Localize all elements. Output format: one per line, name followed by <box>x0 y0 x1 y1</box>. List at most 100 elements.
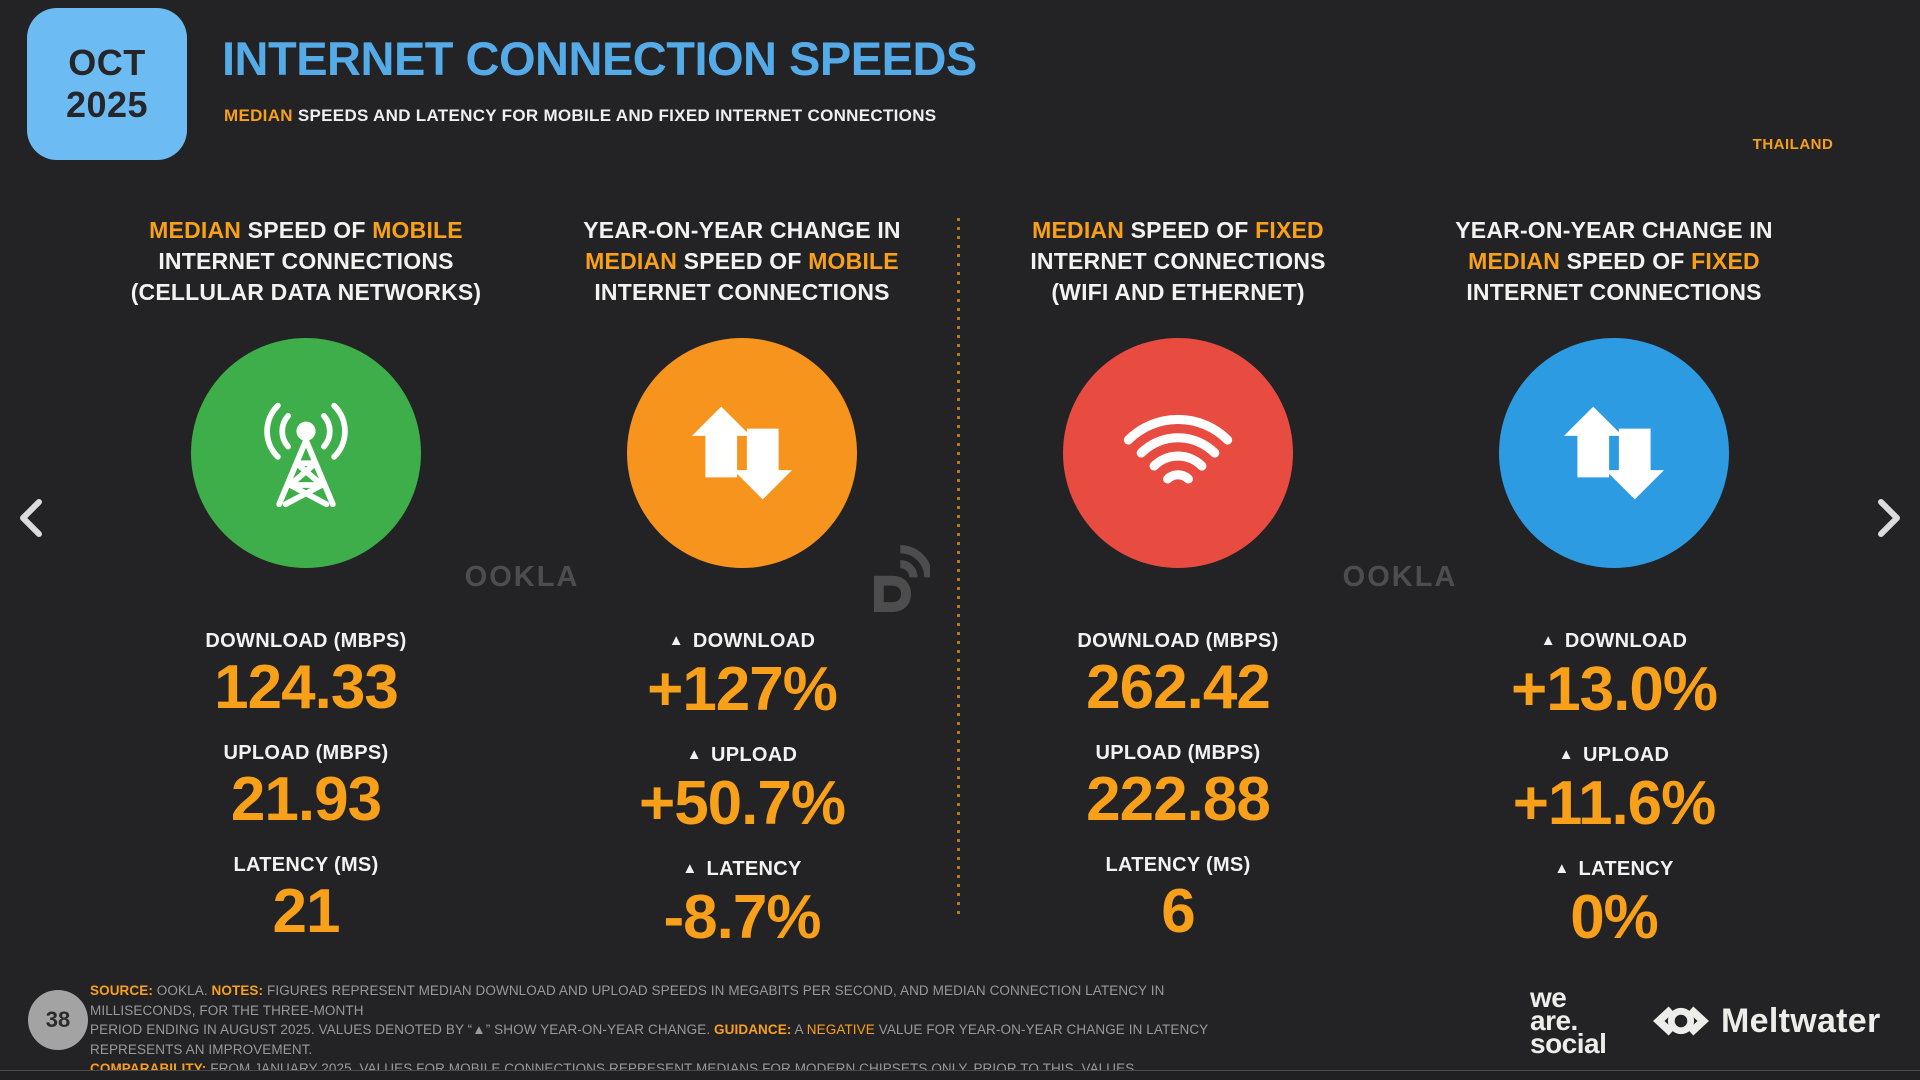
footnotes: SOURCE: OOKLA. NOTES: FIGURES REPRESENT … <box>90 981 1220 1080</box>
stat-value: +127% <box>647 655 838 724</box>
we-are-social-logo: we are. social <box>1530 984 1607 1059</box>
stat-latency-ms: LATENCY (MS) 21 <box>88 852 524 946</box>
stat-label: UPLOAD (MBPS) <box>88 740 524 766</box>
footnote-line: PERIOD ENDING IN AUGUST 2025. VALUES DEN… <box>90 1020 1220 1059</box>
stat-download: ▲ DOWNLOAD +127% <box>524 628 960 724</box>
column-title-line: (WIFI AND ETHERNET) <box>954 277 1402 308</box>
stat-latency: ▲ LATENCY 0% <box>1396 856 1832 952</box>
column-title-line: YEAR-ON-YEAR CHANGE IN <box>518 215 966 246</box>
stat-label-text: LATENCY <box>1578 858 1674 880</box>
title-segment: MEDIAN <box>149 217 242 243</box>
stat-label: DOWNLOAD (MBPS) <box>88 628 524 654</box>
title-segment: FIXED <box>1255 217 1324 243</box>
flag-stripe-navy <box>1733 75 1853 102</box>
title-segment: FIXED <box>1691 248 1760 274</box>
we-are-social-line: are. <box>1530 1005 1578 1036</box>
stat-download: ▲ DOWNLOAD +13.0% <box>1396 628 1832 724</box>
title-segment: INTERNET CONNECTIONS <box>158 248 454 274</box>
title-segment: MOBILE <box>372 217 463 243</box>
column-title-line: INTERNET CONNECTIONS <box>1390 277 1838 308</box>
stat-label-text: LATENCY (MS) <box>233 854 379 876</box>
we-are-social-line: social <box>1530 1028 1607 1059</box>
stat-label: ▲ LATENCY <box>1396 856 1832 884</box>
footnote-segment: GUIDANCE: <box>714 1022 792 1037</box>
yoy-triangle-icon: ▲ <box>1554 860 1570 877</box>
stat-upload-mbps: UPLOAD (MBPS) 21.93 <box>88 740 524 834</box>
page-title: INTERNET CONNECTION SPEEDS <box>222 32 977 85</box>
title-segment: MEDIAN <box>1468 248 1561 274</box>
stat-label-text: DOWNLOAD (MBPS) <box>1077 630 1279 652</box>
stat-label-text: LATENCY (MS) <box>1105 854 1251 876</box>
metric-circle <box>1063 338 1293 568</box>
yoy-triangle-icon: ▲ <box>682 860 698 877</box>
title-segment: SPEED OF <box>1560 248 1692 274</box>
title-segment: (WIFI AND ETHERNET) <box>1051 279 1305 305</box>
title-segment: MOBILE <box>808 248 899 274</box>
stat-value: 21.93 <box>230 765 382 834</box>
prev-slide-button[interactable] <box>16 497 46 544</box>
ookla-watermark: OOKLA <box>1342 561 1458 593</box>
stat-label-text: UPLOAD (MBPS) <box>1095 742 1261 764</box>
yoy-triangle-icon: ▲ <box>1540 632 1556 649</box>
page-subtitle: MEDIAN SPEEDS AND LATENCY FOR MOBILE AND… <box>224 105 936 127</box>
stat-label-text: UPLOAD (MBPS) <box>223 742 389 764</box>
stat-label-text: LATENCY <box>706 858 802 880</box>
stat-label: ▲ UPLOAD <box>1396 742 1832 770</box>
title-segment: INTERNET CONNECTIONS <box>594 279 890 305</box>
flag-stripe-red <box>1733 48 1853 61</box>
stat-label-text: DOWNLOAD <box>692 630 816 652</box>
stat-label-text: DOWNLOAD (MBPS) <box>205 630 407 652</box>
column-title-line: MEDIAN SPEED OF MOBILE <box>82 215 530 246</box>
stat-label: LATENCY (MS) <box>88 852 524 878</box>
up-down-arrows-icon <box>1563 406 1665 500</box>
stat-download-mbps: DOWNLOAD (MBPS) 124.33 <box>88 628 524 722</box>
title-segment: MEDIAN <box>1032 217 1125 243</box>
yoy-triangle-icon: ▲ <box>1558 746 1574 763</box>
metrics-grid: MEDIAN SPEED OF MOBILE INTERNET CONNECTIO… <box>88 215 1832 952</box>
column-title-line: (CELLULAR DATA NETWORKS) <box>82 277 530 308</box>
footnote-segment: NOTES: <box>211 983 264 998</box>
yoy-triangle-icon: ▲ <box>686 746 702 763</box>
stats-list: DOWNLOAD (MBPS) 262.42 UPLOAD (MBPS) 222.88… <box>960 628 1396 964</box>
stat-label: LATENCY (MS) <box>960 852 1396 878</box>
stat-latency: ▲ LATENCY -8.7% <box>524 856 960 952</box>
column-title-line: YEAR-ON-YEAR CHANGE IN <box>1390 215 1838 246</box>
stat-upload-mbps: UPLOAD (MBPS) 222.88 <box>960 740 1396 834</box>
column-title: YEAR-ON-YEAR CHANGE IN MEDIAN SPEED OF MO… <box>518 215 966 308</box>
title-segment: YEAR-ON-YEAR CHANGE IN <box>1455 217 1773 243</box>
ookla-watermark: OOKLA <box>464 561 580 593</box>
column-mobile-yoy: YEAR-ON-YEAR CHANGE IN MEDIAN SPEED OF MO… <box>524 215 960 952</box>
chevron-left-icon <box>20 499 42 537</box>
stat-label: UPLOAD (MBPS) <box>960 740 1396 766</box>
footnote-segment: PERIOD ENDING IN AUGUST 2025. VALUES DEN… <box>90 1022 715 1037</box>
subtitle-segment: SPEEDS AND LATENCY FOR MOBILE AND FIXED … <box>292 106 937 125</box>
column-title-line: MEDIAN SPEED OF MOBILE <box>518 246 966 277</box>
footnote-segment: FIGURES REPRESENT MEDIAN DOWNLOAD AND UP… <box>90 983 1165 1018</box>
stat-value: -8.7% <box>663 883 822 952</box>
footnote-line: SOURCE: OOKLA. NOTES: FIGURES REPRESENT … <box>90 981 1220 1020</box>
stat-value: +13.0% <box>1510 655 1718 724</box>
title-segment: SPEED OF <box>241 217 373 243</box>
column-title-line: MEDIAN SPEED OF FIXED <box>1390 246 1838 277</box>
meltwater-wordmark: Meltwater <box>1721 1001 1881 1040</box>
stat-label-text: DOWNLOAD <box>1564 630 1688 652</box>
column-title: MEDIAN SPEED OF FIXED INTERNET CONNECTION… <box>954 215 1402 308</box>
page-number-badge: 38 <box>28 990 88 1050</box>
footnote-segment: OOKLA. <box>152 983 212 998</box>
next-slide-button[interactable] <box>1874 497 1904 544</box>
title-segment: SPEED OF <box>1124 217 1256 243</box>
column-title: MEDIAN SPEED OF MOBILE INTERNET CONNECTIO… <box>82 215 530 308</box>
stat-value: 6 <box>1161 877 1195 946</box>
meltwater-logo: Meltwater <box>1650 1001 1881 1040</box>
stat-label-text: UPLOAD <box>710 744 798 766</box>
title-segment: MEDIAN <box>585 248 678 274</box>
stat-upload: ▲ UPLOAD +50.7% <box>524 742 960 838</box>
country-label: THAILAND <box>1752 136 1834 153</box>
column-title-line: INTERNET CONNECTIONS <box>518 277 966 308</box>
date-month: OCT <box>68 42 146 83</box>
bottom-strip <box>0 1071 1920 1080</box>
stat-label: ▲ LATENCY <box>524 856 960 884</box>
flag-stripe-red <box>1733 115 1853 128</box>
stat-label-text: UPLOAD <box>1582 744 1670 766</box>
column-fixed-speed: MEDIAN SPEED OF FIXED INTERNET CONNECTION… <box>960 215 1396 946</box>
